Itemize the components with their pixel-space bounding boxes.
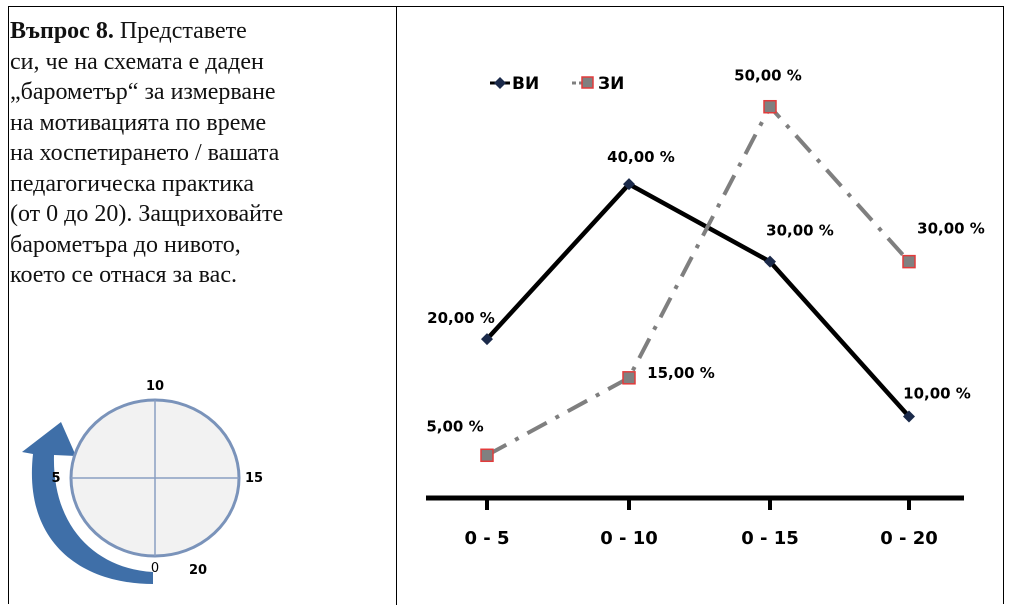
question-line: педагогическа практика	[10, 170, 255, 197]
cell-divider	[396, 7, 397, 605]
legend-label: ВИ	[512, 74, 539, 94]
data-point	[622, 371, 636, 385]
table-frame	[8, 6, 1004, 605]
data-label: 30,00 %	[917, 220, 985, 238]
line-chart: 0 - 5 0 - 10 0 - 15 0 - 20 20,00 % 40,00 % 30,…	[426, 67, 985, 549]
barometer-label-bottom: 0	[151, 561, 159, 576]
question-text: Въпрос 8. Представете си, че на схемата …	[10, 16, 380, 291]
barometer-label-left: 5	[51, 471, 60, 486]
x-tick-label: 0 - 10	[600, 528, 658, 549]
question-line: барометъра до нивото,	[10, 231, 241, 258]
question-line: което се отнася за вас.	[10, 262, 237, 288]
barometer-label-top: 10	[146, 379, 164, 394]
question-title: Въпрос 8.	[10, 18, 114, 44]
question-line: на хоспетирането / вашата	[10, 140, 280, 166]
legend-label: ЗИ	[598, 74, 624, 94]
data-label: 5,00 %	[426, 417, 483, 435]
legend-marker	[581, 76, 594, 89]
question-line: „барометър“ за измерване	[10, 79, 276, 105]
data-point	[481, 333, 493, 346]
data-point	[623, 178, 635, 191]
question-line: (от 0 до 20). Защриховайте	[10, 201, 284, 227]
x-tick-label: 0 - 20	[880, 528, 938, 549]
barometer-label-right: 15	[245, 471, 263, 486]
x-tick-label: 0 - 15	[741, 528, 799, 549]
data-point	[902, 254, 916, 269]
data-point	[763, 99, 777, 114]
data-point	[480, 448, 494, 463]
data-label: 15,00 %	[647, 364, 715, 382]
data-label: 40,00 %	[607, 148, 675, 166]
barometer-diagram: 10 5 15 0 20	[22, 379, 263, 584]
data-label: 50,00 %	[734, 67, 802, 85]
barometer-label-bottom-right: 20	[189, 563, 207, 578]
question-line: си, че на схемата е даден	[10, 48, 264, 75]
question-line: Представете	[119, 18, 247, 44]
data-label: 20,00 %	[427, 309, 495, 327]
data-point	[903, 410, 915, 423]
data-label: 30,00 %	[766, 222, 834, 240]
data-label: 10,00 %	[903, 385, 971, 403]
curved-arrow-icon	[22, 422, 153, 584]
legend-marker	[494, 77, 506, 89]
series-line	[486, 104, 911, 458]
series-line	[485, 181, 911, 419]
x-tick-label: 0 - 5	[464, 528, 509, 549]
question-line: на мотивацията по време	[10, 109, 267, 136]
